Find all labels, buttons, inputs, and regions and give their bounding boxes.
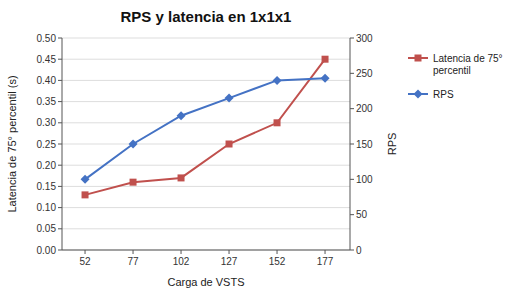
y-tick-label: 0.25 [37,139,57,150]
legend-marker [414,90,423,99]
y2-tick [350,73,354,74]
y-tick-label: 0.50 [37,33,57,44]
data-point [321,74,330,83]
y2-tick [350,214,354,215]
data-point [130,179,137,186]
title: RPS y latencia en 1x1x1 [121,8,292,25]
series-line [85,59,325,195]
data-point [273,76,282,85]
legend-label-line: Latencia de 75° [433,53,503,64]
data-point [322,56,329,63]
y-tick [58,80,62,81]
x-tick-label: 177 [317,256,334,267]
x-tick [277,250,278,254]
grid-line [62,101,350,102]
legend-label-line: percentil [433,65,471,76]
grid [62,38,350,250]
x-tick [133,250,134,254]
legend-label: RPS [433,89,454,100]
y2-tick-label: 50 [356,209,368,220]
y-tick [58,250,62,251]
y-tick [58,59,62,60]
y2-tick-label: 150 [356,139,373,150]
x-axis-label: Carga de VSTS [167,276,244,288]
y-tick [58,228,62,229]
data-point [82,191,89,198]
grid-line [62,59,350,60]
series-line [85,78,325,179]
y-tick [58,144,62,145]
y2-tick-label: 250 [356,68,373,79]
legend-label: Latencia de 75°percentil [433,53,503,76]
axes: 52 77 102 127 152 177 0.00 0.05 0.10 0.15 0.20 0.25… [37,33,374,268]
y-tick [58,122,62,123]
y-tick-label: 0.00 [37,245,57,256]
y2-tick [350,108,354,109]
y-tick-label: 0.45 [37,54,57,65]
legend: Latencia de 75°percentil RPS [408,53,503,100]
x-tick [181,250,182,254]
y-tick-label: 0.10 [37,202,57,213]
data-point [177,111,186,120]
y-tick [58,165,62,166]
x-tick [85,250,86,254]
grid-line [62,122,350,123]
y-axis-label: Latencia de 75° percentil (s) [6,75,18,212]
data-point [129,140,138,149]
x-tick [229,250,230,254]
data-point [225,94,234,103]
y-tick-label: 0.05 [37,223,57,234]
y2-tick-label: 300 [356,33,373,44]
plot-data [81,56,330,199]
x-tick-label: 102 [173,256,190,267]
y-tick [58,38,62,39]
y-tick [58,101,62,102]
y-tick-label: 0.35 [37,96,57,107]
y2-tick-label: 100 [356,174,373,185]
y-tick [58,207,62,208]
y-tick [58,186,62,187]
y2-axis-label: RPS [386,133,398,156]
legend-marker [415,55,422,62]
y2-tick [350,250,354,251]
data-point [81,175,90,184]
x-tick [325,250,326,254]
chart: 52 77 102 127 152 177 0.00 0.05 0.10 0.15 0.20 0.25… [0,0,516,296]
grid-line [62,228,350,229]
grid-line [62,38,350,39]
data-point [178,174,185,181]
grid-line [62,144,350,145]
x-tick-label: 77 [127,256,139,267]
grid-line [62,207,350,208]
x-axis-line [62,250,350,251]
y-tick-label: 0.15 [37,181,57,192]
y2-tick-label: 0 [356,245,362,256]
grid-line [62,250,350,251]
y2-tick-label: 200 [356,103,373,114]
x-tick-label: 127 [221,256,238,267]
data-point [226,141,233,148]
data-point [274,119,281,126]
y2-tick [350,144,354,145]
grid-line [62,186,350,187]
x-tick-label: 52 [79,256,91,267]
y-tick-label: 0.30 [37,117,57,128]
y-tick-label: 0.40 [37,75,57,86]
x-tick-label: 152 [269,256,286,267]
y2-tick [350,179,354,180]
y-tick-label: 0.20 [37,160,57,171]
legend-label-line: RPS [433,89,454,100]
y2-tick [350,38,354,39]
